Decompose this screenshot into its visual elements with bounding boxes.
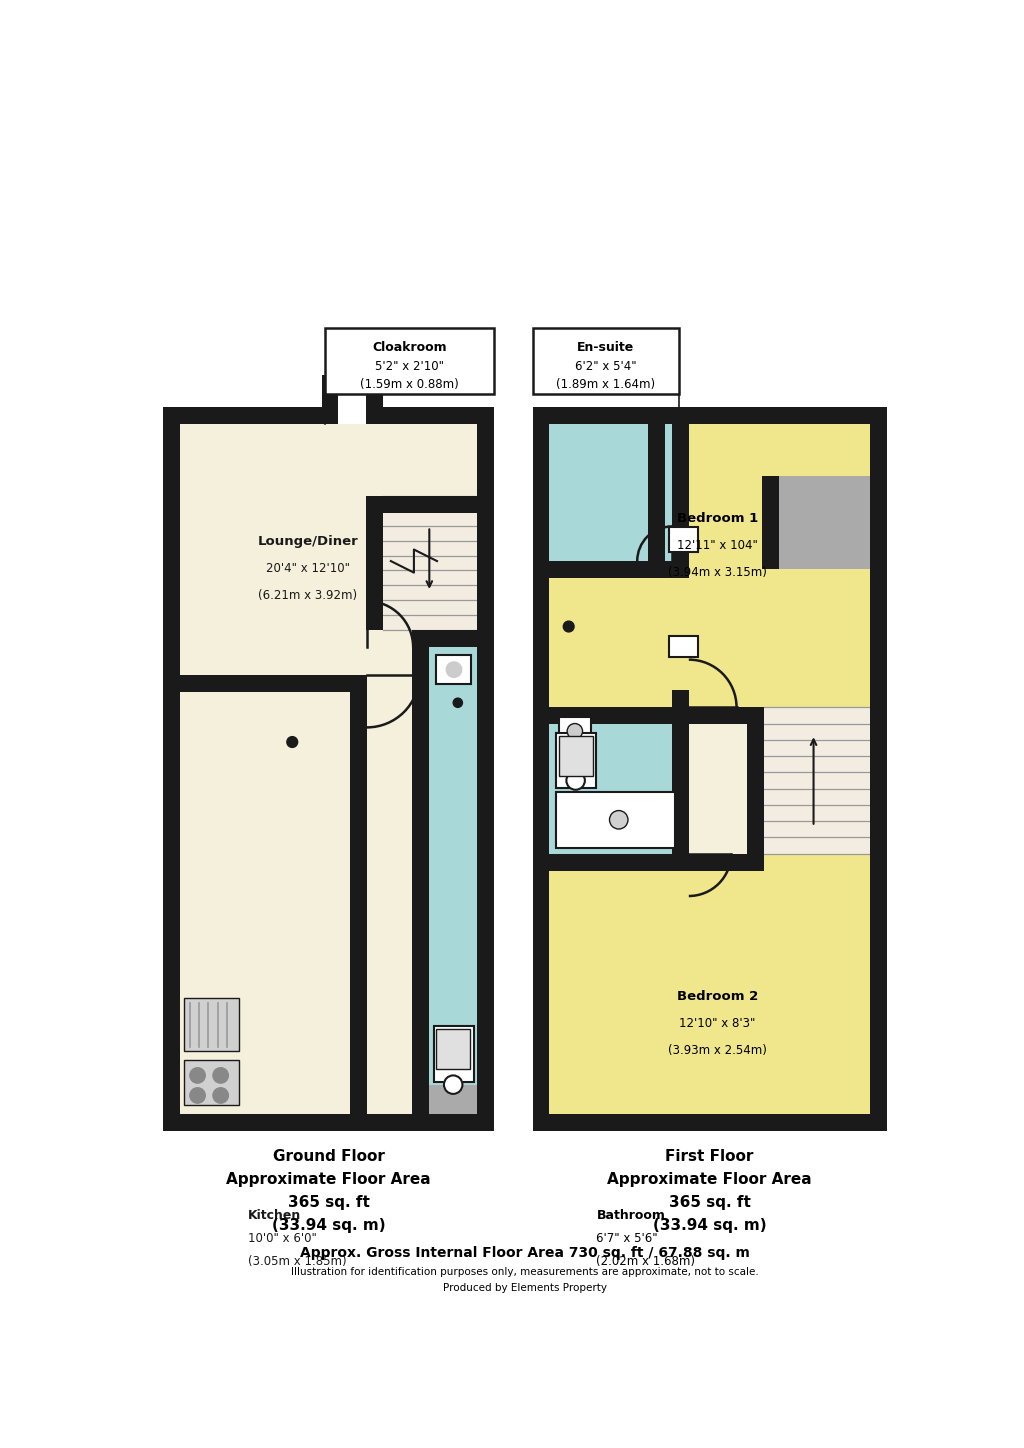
Bar — [689, 854, 764, 870]
Text: Approximate Floor Area: Approximate Floor Area — [226, 1171, 431, 1187]
Bar — [163, 407, 322, 424]
Bar — [532, 407, 887, 424]
Text: Kitchen: Kitchen — [248, 1209, 301, 1222]
Bar — [672, 424, 689, 578]
Bar — [550, 424, 672, 560]
Text: Lounge/Diner: Lounge/Diner — [257, 536, 358, 549]
Bar — [477, 407, 494, 1131]
Bar — [325, 327, 494, 394]
Text: En-suite: En-suite — [578, 342, 634, 355]
Bar — [559, 717, 591, 746]
Text: (6.21m x 3.92m): (6.21m x 3.92m) — [258, 589, 357, 602]
Bar — [429, 1085, 477, 1114]
Bar — [669, 636, 698, 657]
Bar — [532, 327, 679, 394]
Bar — [163, 1114, 494, 1131]
Text: 5'2" x 2'10": 5'2" x 2'10" — [375, 359, 443, 372]
Bar — [412, 630, 494, 647]
Bar — [163, 675, 367, 692]
Bar — [434, 1027, 474, 1082]
Text: Illustration for identification purposes only, measurements are approximate, not: Illustration for identification purposes… — [291, 1267, 759, 1277]
Circle shape — [444, 1076, 463, 1093]
Circle shape — [189, 1087, 205, 1103]
Circle shape — [189, 1067, 205, 1083]
Bar — [367, 630, 412, 1114]
Bar — [672, 691, 689, 870]
Bar — [429, 630, 477, 1114]
Text: 6'7" x 5'6": 6'7" x 5'6" — [596, 1232, 658, 1245]
Bar — [779, 476, 869, 569]
Bar — [163, 407, 180, 1131]
Text: Approx. Gross Internal Floor Area 730 sq. ft / 67.88 sq. m: Approx. Gross Internal Floor Area 730 sq… — [300, 1247, 750, 1260]
Text: Bedroom 2: Bedroom 2 — [677, 989, 758, 1002]
Bar — [689, 708, 764, 854]
Text: 365 sq. ft: 365 sq. ft — [288, 1195, 370, 1209]
Text: (2.02m x 1.68m): (2.02m x 1.68m) — [596, 1255, 695, 1268]
Bar — [550, 708, 689, 854]
Circle shape — [566, 772, 585, 789]
Text: 12'11" x 104": 12'11" x 104" — [677, 539, 758, 552]
Circle shape — [609, 811, 628, 830]
Bar — [436, 1030, 470, 1069]
Bar — [367, 375, 383, 424]
Bar — [383, 495, 477, 513]
Text: (33.94 sq. m): (33.94 sq. m) — [271, 1218, 385, 1232]
Bar — [556, 733, 596, 788]
Bar — [180, 683, 350, 1114]
Text: 365 sq. ft: 365 sq. ft — [669, 1195, 751, 1209]
Text: Cloakroom: Cloakroom — [372, 342, 446, 355]
Bar — [183, 1060, 240, 1105]
Circle shape — [567, 724, 583, 738]
Text: First Floor: First Floor — [666, 1148, 754, 1164]
Text: 20'4" x 12'10": 20'4" x 12'10" — [265, 562, 349, 575]
Bar — [412, 630, 429, 1131]
Bar — [532, 1114, 887, 1131]
Bar — [367, 495, 383, 630]
Bar — [550, 854, 706, 870]
Bar — [180, 424, 477, 1114]
Circle shape — [563, 621, 574, 631]
Bar — [350, 675, 367, 1131]
Bar — [869, 407, 887, 1131]
Circle shape — [444, 1076, 463, 1093]
Text: (3.94m x 3.15m): (3.94m x 3.15m) — [668, 566, 767, 579]
Circle shape — [213, 1087, 228, 1103]
Bar — [764, 708, 869, 854]
Bar — [550, 560, 672, 578]
Bar — [550, 854, 869, 1114]
Bar — [689, 708, 764, 724]
Text: (3.93m x 2.54m): (3.93m x 2.54m) — [668, 1044, 767, 1057]
Text: Bathroom: Bathroom — [596, 1209, 666, 1222]
Circle shape — [454, 698, 463, 708]
Text: (3.05m x 1.85m): (3.05m x 1.85m) — [248, 1255, 346, 1268]
Bar — [550, 708, 706, 724]
Text: 6'2" x 5'4": 6'2" x 5'4" — [574, 359, 637, 372]
Circle shape — [287, 737, 298, 747]
Text: (1.59m x 0.88m): (1.59m x 0.88m) — [359, 378, 459, 391]
Bar — [556, 792, 675, 847]
Circle shape — [213, 1067, 228, 1083]
Bar — [669, 527, 698, 552]
Text: Produced by Elements Property: Produced by Elements Property — [442, 1283, 607, 1293]
Text: 12'10" x 8'3": 12'10" x 8'3" — [679, 1016, 756, 1030]
Bar — [436, 654, 471, 685]
Text: 10'0" x 6'0": 10'0" x 6'0" — [248, 1232, 316, 1245]
Text: Ground Floor: Ground Floor — [272, 1148, 384, 1164]
Bar — [383, 407, 494, 424]
Text: Bedroom 1: Bedroom 1 — [677, 513, 758, 526]
Text: (33.94 sq. m): (33.94 sq. m) — [652, 1218, 766, 1232]
Bar — [183, 999, 240, 1051]
Bar — [532, 407, 550, 1131]
Bar — [746, 708, 764, 854]
Text: (1.89m x 1.64m): (1.89m x 1.64m) — [556, 378, 655, 391]
Circle shape — [446, 662, 462, 678]
Bar — [550, 424, 869, 708]
Text: Approximate Floor Area: Approximate Floor Area — [607, 1171, 812, 1187]
Bar — [383, 495, 477, 630]
Bar — [648, 424, 665, 578]
Bar — [322, 375, 339, 424]
Bar — [559, 736, 593, 776]
Bar — [762, 476, 779, 569]
